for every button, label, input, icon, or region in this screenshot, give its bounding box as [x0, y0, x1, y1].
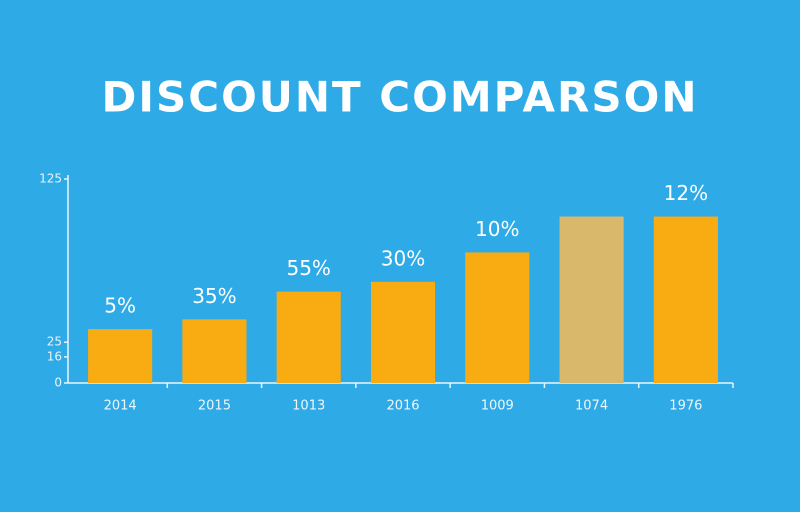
x-tick-label: 1009: [481, 399, 514, 414]
bar-label: 10%: [475, 217, 519, 241]
bar: [276, 291, 341, 383]
bar-label: 55%: [286, 256, 330, 280]
bar: [182, 319, 247, 383]
bar: [465, 252, 530, 383]
x-tick-label: 1074: [575, 399, 608, 414]
x-tick-label: 2015: [198, 399, 231, 414]
x-tick-label: 1976: [669, 399, 702, 414]
y-tick-label: 0: [54, 376, 62, 390]
bar-label: 35%: [192, 284, 236, 308]
x-tick-label: 1013: [292, 399, 325, 414]
bar: [653, 216, 718, 383]
bar-label: 5%: [104, 294, 136, 318]
y-tick-label: 25: [47, 335, 62, 349]
bar-label: 12%: [664, 181, 708, 205]
y-tick-label: 125: [39, 172, 62, 186]
bar-label: 30%: [381, 246, 425, 270]
bar: [370, 281, 436, 383]
y-tick-label: 16: [47, 349, 62, 363]
bar: [88, 329, 153, 383]
bar: [559, 216, 624, 383]
x-tick-label: 2016: [386, 399, 419, 414]
x-tick-label: 2014: [104, 399, 137, 414]
chart-title: DISCOUNT COMPARSON: [102, 73, 699, 122]
